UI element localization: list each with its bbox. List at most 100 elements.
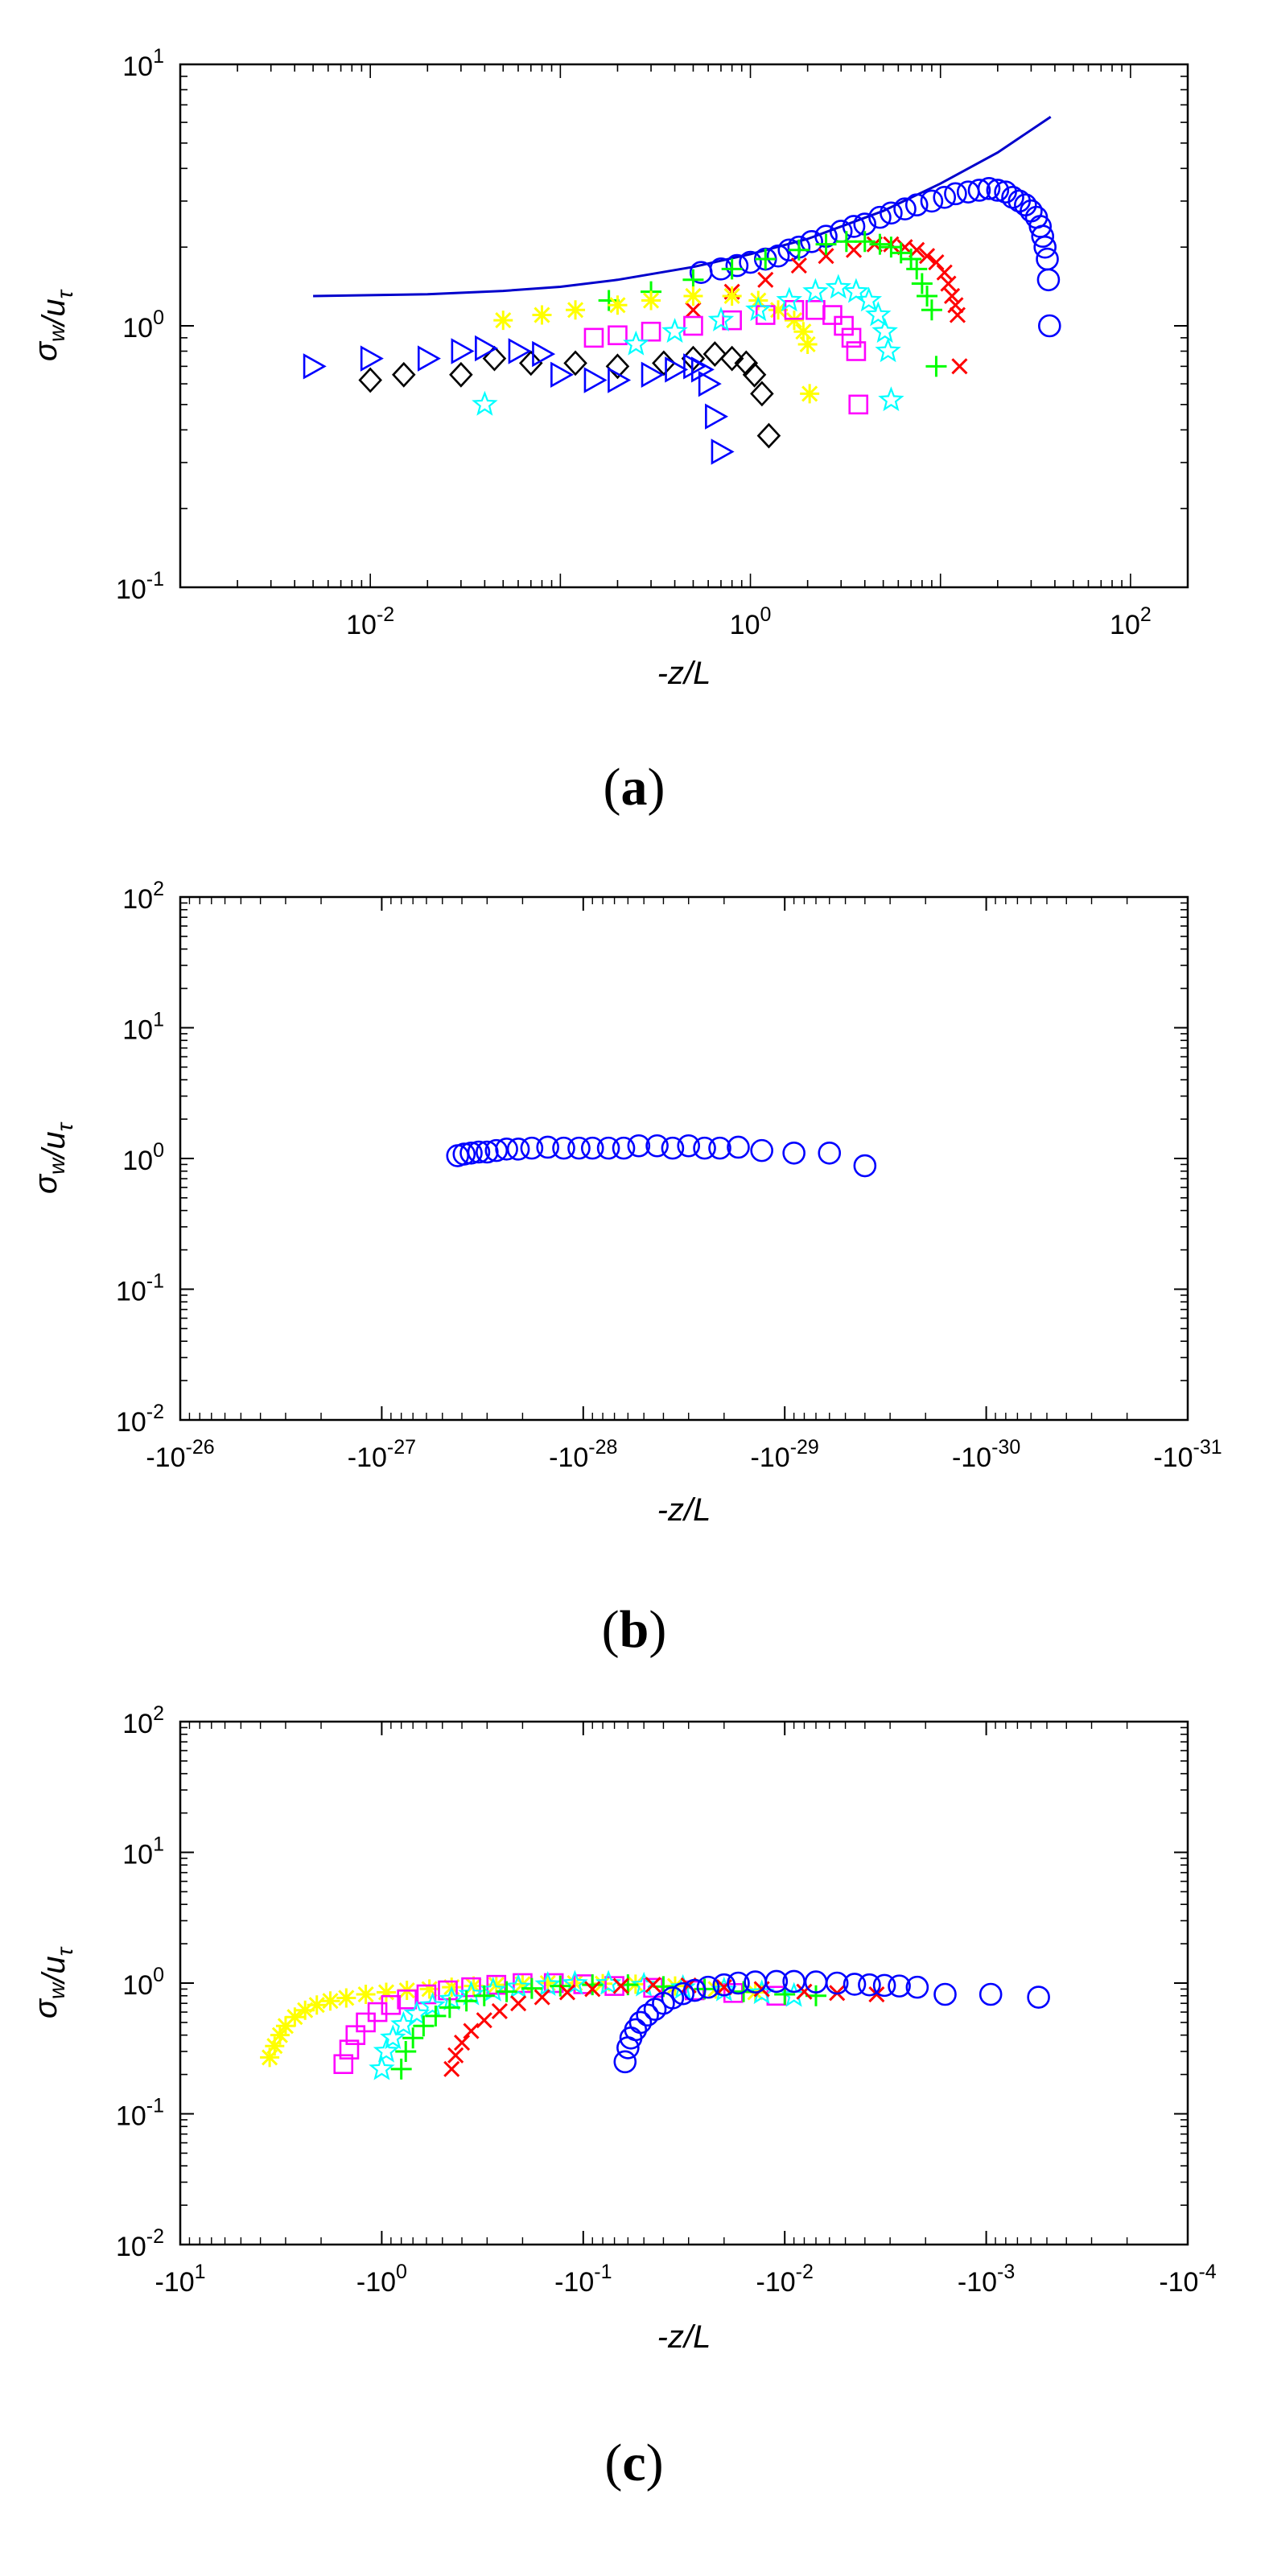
series-asterisk-3 — [493, 286, 820, 404]
marker-s6-p9 — [702, 341, 727, 367]
marker-s3-p0 — [390, 2058, 412, 2080]
marker-s0-p20 — [708, 1136, 731, 1160]
x-axis-label: -z/L — [657, 1492, 711, 1528]
marker-s5-p9 — [671, 1981, 695, 2006]
marker-s0-p3 — [739, 250, 762, 274]
marker-s7-p2 — [417, 345, 441, 372]
marker-s7-p8 — [583, 367, 608, 393]
marker-s1-p1 — [339, 2039, 360, 2060]
marker-s1-p10 — [918, 248, 936, 265]
marker-s0-p13 — [868, 205, 892, 229]
panel-label: (a) — [604, 758, 665, 817]
marker-s1-p8 — [438, 1980, 458, 2001]
x-tick-label: -10-26 — [146, 1436, 214, 1473]
series-x-1 — [685, 236, 968, 375]
marker-s2-p7 — [458, 1980, 484, 2006]
marker-s3-p3 — [413, 2015, 435, 2037]
marker-s0-p18 — [677, 1134, 701, 1158]
marker-s7-p15 — [705, 403, 729, 430]
marker-s6-p12 — [742, 361, 767, 388]
marker-s2-p8 — [854, 231, 876, 253]
marker-s7-p16 — [711, 438, 735, 465]
marker-s0-p3 — [275, 2016, 295, 2036]
marker-s5-p9 — [855, 286, 883, 312]
marker-s0-p25 — [853, 1154, 877, 1178]
marker-s0-p32 — [1033, 235, 1057, 259]
marker-s4-p6 — [510, 1995, 527, 2012]
marker-s0-p21 — [967, 179, 991, 202]
marker-s5-p10 — [682, 1978, 707, 2002]
marker-s0-p24 — [818, 1141, 842, 1165]
marker-s7-p11 — [665, 356, 689, 383]
marker-s5-p22 — [888, 1974, 911, 1998]
marker-s0-p13 — [596, 1136, 620, 1160]
marker-s5-p8 — [843, 278, 870, 303]
x-tick-label: -10-3 — [958, 2261, 1015, 2298]
marker-s0-p31 — [1031, 224, 1055, 249]
marker-s1-p7 — [416, 1984, 437, 2005]
marker-s5-p12 — [712, 1973, 736, 1997]
marker-s2-p10 — [534, 1971, 561, 1996]
y-tick-label: 10-2 — [116, 2225, 164, 2262]
marker-s0-p21 — [727, 1135, 750, 1159]
marker-s0-p35 — [1037, 314, 1061, 338]
marker-s0-p19 — [693, 1136, 716, 1160]
marker-s1-p0 — [333, 2054, 354, 2075]
marker-s0-p1 — [452, 1142, 476, 1166]
marker-s2-p17 — [925, 356, 947, 377]
y-tick-label: 100 — [122, 1139, 164, 1176]
marker-s6-p10 — [719, 345, 744, 372]
marker-s0-p22 — [977, 177, 1001, 200]
series-circle-5 — [613, 1969, 1050, 2074]
marker-s5-p11 — [871, 318, 898, 344]
marker-s1-p16 — [949, 307, 966, 323]
marker-s6-p0 — [358, 367, 382, 393]
series-diamond-6 — [358, 341, 781, 449]
marker-s4-p0 — [583, 327, 604, 348]
marker-s3-p2 — [402, 2027, 424, 2049]
x-tick-label: 102 — [1110, 603, 1152, 640]
y-tick-label: 102 — [122, 1702, 164, 1739]
marker-s0-p14 — [612, 1136, 636, 1160]
series-plus-3 — [390, 1974, 826, 2080]
marker-s4-p0 — [443, 2060, 460, 2077]
marker-s4-p3 — [463, 2023, 480, 2039]
marker-s4-p11 — [645, 1977, 661, 1994]
series-triangle-right-7 — [303, 335, 735, 465]
marker-s0-p23 — [782, 1141, 805, 1165]
y-axis-label: σw/uτ — [28, 289, 77, 361]
marker-s0-p5 — [766, 244, 790, 268]
marker-s5-p5 — [776, 286, 803, 312]
x-tick-label: -10-4 — [1159, 2261, 1216, 2298]
y-tick-label: 100 — [122, 1964, 164, 2001]
marker-s4-p2 — [453, 2035, 471, 2051]
series-plus-2 — [598, 231, 947, 377]
marker-s3-p1 — [532, 305, 552, 325]
marker-s5-p4 — [745, 296, 772, 322]
marker-s0-p14 — [880, 201, 903, 225]
x-tick-label: -10-27 — [348, 1436, 416, 1473]
marker-s0-p15 — [486, 1975, 506, 1995]
marker-s2-p9 — [505, 1973, 532, 1998]
marker-s4-p3 — [683, 315, 703, 336]
marker-s4-p4 — [476, 2012, 492, 2029]
marker-s7-p0 — [303, 353, 327, 380]
marker-s0-p7 — [320, 1991, 340, 2011]
marker-s5-p7 — [825, 274, 852, 299]
marker-s3-p2 — [566, 300, 586, 320]
marker-s5-p21 — [872, 1973, 896, 1998]
marker-s4-p10 — [841, 327, 862, 348]
x-tick-label: -10-30 — [952, 1436, 1020, 1473]
y-tick-label: 10-2 — [116, 1401, 164, 1438]
y-tick-label: 10-1 — [116, 1270, 164, 1307]
marker-s0-p6 — [307, 1995, 327, 2015]
marker-s1-p2 — [345, 2025, 366, 2045]
marker-s6-p5 — [563, 350, 587, 377]
marker-s3-p1 — [395, 2040, 417, 2062]
marker-s0-p11 — [567, 1136, 591, 1160]
marker-s0-p12 — [580, 1136, 604, 1160]
marker-s0-p3 — [467, 1140, 491, 1164]
y-tick-label: 10-1 — [116, 2095, 164, 2132]
marker-s5-p13 — [878, 386, 904, 412]
marker-s5-p16 — [782, 1969, 805, 1994]
